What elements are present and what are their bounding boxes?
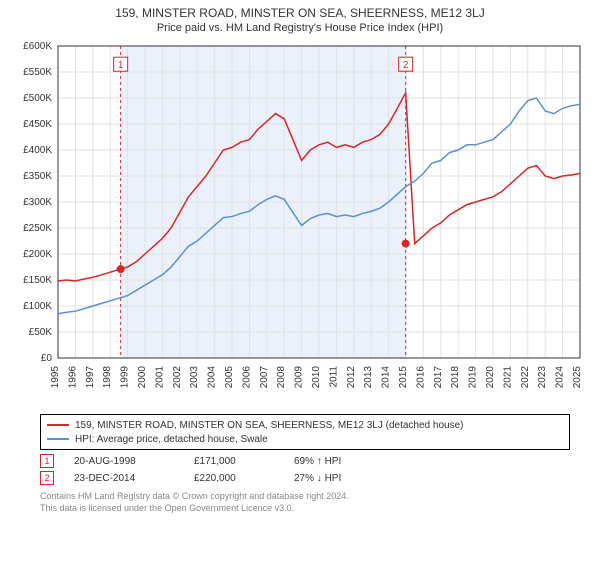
svg-text:1996: 1996 (67, 366, 78, 389)
svg-text:1998: 1998 (102, 366, 113, 389)
legend-swatch (47, 438, 69, 440)
svg-text:2003: 2003 (189, 366, 200, 389)
svg-text:£0: £0 (41, 353, 53, 364)
svg-text:2016: 2016 (415, 366, 426, 389)
svg-text:2023: 2023 (537, 366, 548, 389)
legend: 159, MINSTER ROAD, MINSTER ON SEA, SHEER… (40, 414, 570, 450)
svg-text:£500K: £500K (23, 93, 52, 104)
svg-text:2021: 2021 (502, 366, 513, 389)
chart-svg: £0 £50K £100K £150K £200K £250K £300K £350K £400… (10, 38, 590, 408)
legend-label: HPI: Average price, detached house, Swal… (75, 434, 268, 445)
svg-text:2025: 2025 (572, 366, 583, 389)
svg-text:2012: 2012 (346, 366, 357, 389)
sale-delta: 27% ↓ HPI (294, 473, 341, 484)
svg-text:£450K: £450K (23, 119, 52, 130)
svg-text:2004: 2004 (207, 366, 218, 389)
page-title: 159, MINSTER ROAD, MINSTER ON SEA, SHEER… (0, 6, 600, 20)
svg-text:2006: 2006 (241, 366, 252, 389)
svg-text:2022: 2022 (520, 366, 531, 389)
legend-row: 159, MINSTER ROAD, MINSTER ON SEA, SHEER… (47, 418, 563, 432)
svg-text:2024: 2024 (555, 366, 566, 389)
sale-price: £171,000 (194, 456, 274, 467)
sale-marker-icon: 1 (40, 454, 54, 468)
svg-text:1997: 1997 (85, 366, 96, 389)
svg-text:£400K: £400K (23, 145, 52, 156)
svg-text:£600K: £600K (23, 41, 52, 52)
sale-row: 1 20-AUG-1998 £171,000 69% ↑ HPI (40, 454, 570, 468)
svg-text:2019: 2019 (468, 366, 479, 389)
svg-text:£150K: £150K (23, 275, 52, 286)
svg-text:£250K: £250K (23, 223, 52, 234)
svg-text:2010: 2010 (311, 366, 322, 389)
sale-delta: 69% ↑ HPI (294, 456, 341, 467)
svg-text:£100K: £100K (23, 301, 52, 312)
svg-text:2001: 2001 (154, 366, 165, 389)
svg-text:£300K: £300K (23, 197, 52, 208)
price-chart: £0 £50K £100K £150K £200K £250K £300K £350K £400… (10, 38, 590, 408)
svg-text:1: 1 (118, 60, 124, 71)
footer-line: This data is licensed under the Open Gov… (40, 503, 570, 515)
svg-text:2015: 2015 (398, 366, 409, 389)
footer-attribution: Contains HM Land Registry data © Crown c… (40, 491, 570, 514)
svg-text:£50K: £50K (29, 327, 53, 338)
svg-text:1999: 1999 (120, 366, 131, 389)
footer-line: Contains HM Land Registry data © Crown c… (40, 491, 570, 503)
svg-text:2008: 2008 (276, 366, 287, 389)
svg-text:£200K: £200K (23, 249, 52, 260)
svg-text:£350K: £350K (23, 171, 52, 182)
svg-text:2: 2 (403, 60, 409, 71)
svg-text:2018: 2018 (450, 366, 461, 389)
svg-text:2005: 2005 (224, 366, 235, 389)
sale-row: 2 23-DEC-2014 £220,000 27% ↓ HPI (40, 471, 570, 485)
legend-swatch (47, 424, 69, 426)
legend-label: 159, MINSTER ROAD, MINSTER ON SEA, SHEER… (75, 420, 463, 431)
sale-price: £220,000 (194, 473, 274, 484)
svg-text:2000: 2000 (137, 366, 148, 389)
svg-text:2011: 2011 (328, 366, 339, 388)
svg-text:2014: 2014 (381, 366, 392, 389)
legend-row: HPI: Average price, detached house, Swal… (47, 432, 563, 446)
svg-text:2007: 2007 (259, 366, 270, 389)
svg-text:1995: 1995 (50, 366, 61, 389)
svg-text:2013: 2013 (363, 366, 374, 389)
page-subtitle: Price paid vs. HM Land Registry's House … (0, 22, 600, 34)
svg-text:£550K: £550K (23, 67, 52, 78)
sale-marker-icon: 2 (40, 471, 54, 485)
sales-list: 1 20-AUG-1998 £171,000 69% ↑ HPI 2 23-DEC-201… (0, 454, 600, 485)
sale-date: 20-AUG-1998 (74, 456, 174, 467)
svg-text:2009: 2009 (294, 366, 305, 389)
sale-date: 23-DEC-2014 (74, 473, 174, 484)
svg-text:2020: 2020 (485, 366, 496, 389)
svg-text:2002: 2002 (172, 366, 183, 389)
svg-text:2017: 2017 (433, 366, 444, 389)
